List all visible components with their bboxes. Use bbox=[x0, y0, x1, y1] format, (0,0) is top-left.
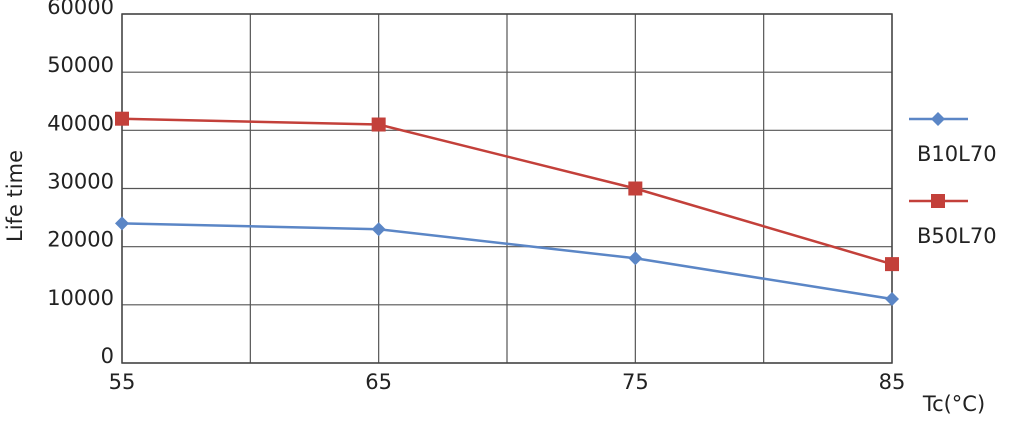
marker bbox=[628, 251, 643, 266]
legend-label: B50L70 bbox=[917, 224, 997, 248]
marker bbox=[115, 111, 129, 126]
y-tick-label: 60000 bbox=[47, 0, 114, 19]
marker bbox=[371, 222, 386, 237]
x-tick-label: 85 bbox=[879, 370, 906, 394]
series-line bbox=[121, 222, 893, 301]
x-tick-label: 55 bbox=[109, 370, 136, 394]
marker bbox=[115, 216, 129, 231]
y-tick-label: 10000 bbox=[47, 286, 114, 310]
x-axis-label: Tc(°C) bbox=[922, 392, 985, 416]
y-tick-label: 40000 bbox=[47, 111, 114, 135]
marker bbox=[931, 112, 945, 126]
marker bbox=[628, 181, 643, 196]
x-tick-label: 75 bbox=[622, 370, 649, 394]
marker bbox=[885, 292, 899, 307]
marker bbox=[885, 257, 899, 272]
y-tick-label: 20000 bbox=[47, 228, 114, 252]
legend-label: B10L70 bbox=[917, 142, 997, 166]
y-axis-label: Life time bbox=[3, 150, 27, 242]
x-tick-label: 65 bbox=[365, 370, 392, 394]
marker bbox=[931, 194, 945, 208]
y-tick-label: 50000 bbox=[47, 53, 114, 77]
y-tick-label: 30000 bbox=[47, 170, 114, 194]
series-line bbox=[121, 117, 893, 266]
plot-frame bbox=[121, 13, 893, 364]
marker bbox=[371, 117, 386, 132]
y-tick-label: 0 bbox=[101, 344, 114, 368]
